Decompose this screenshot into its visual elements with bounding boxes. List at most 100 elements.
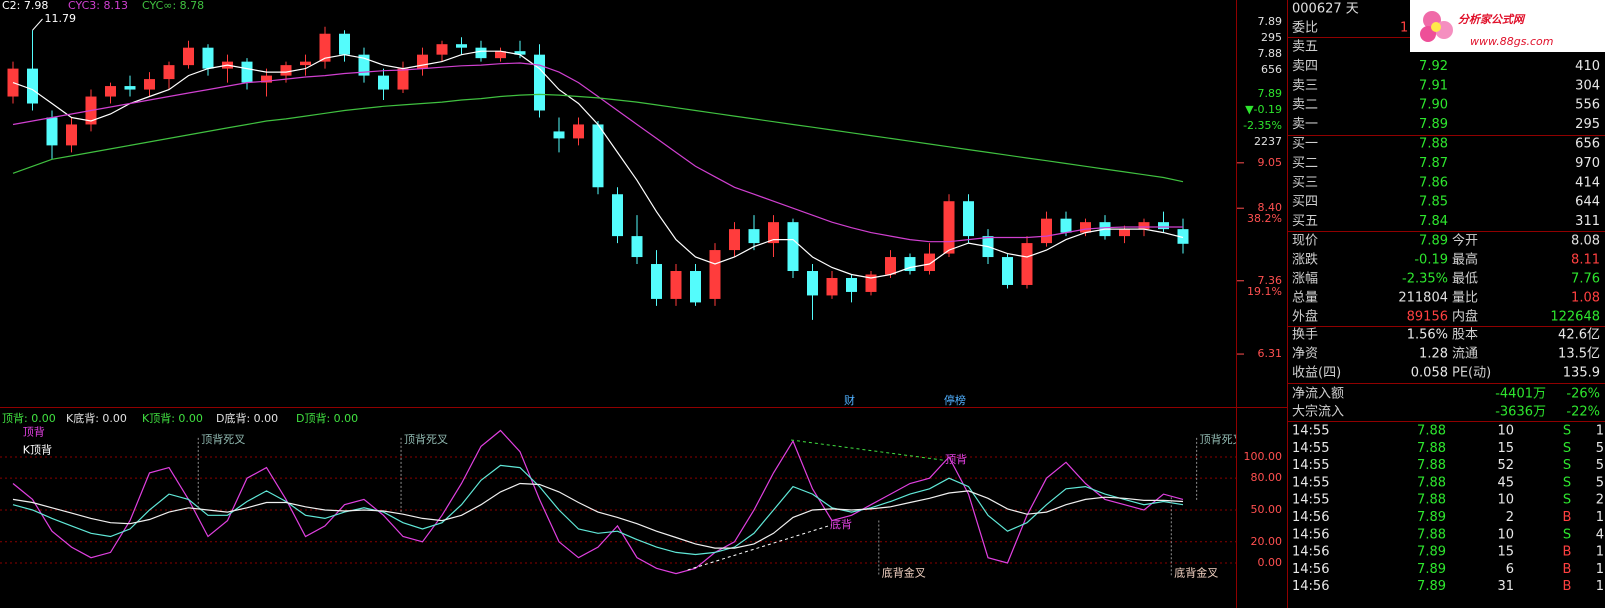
tick-side: B <box>1563 510 1572 525</box>
book-price: 7.88 <box>1419 137 1448 152</box>
book-price: 7.90 <box>1419 98 1448 113</box>
candle-body <box>1002 257 1013 285</box>
y-tick-label: 7.36 <box>1258 274 1283 287</box>
candle-body <box>846 277 857 292</box>
fund-label: 流通 <box>1452 347 1478 362</box>
flow-label: 净流入额 <box>1292 387 1344 402</box>
candle-body <box>339 33 350 55</box>
candle-body <box>1119 229 1130 237</box>
flow-value: -4401万 <box>1495 387 1546 402</box>
flow-label: 大宗流入 <box>1292 404 1344 420</box>
fund-value: 0.058 <box>1411 366 1448 381</box>
fund-label: 换手 <box>1292 328 1318 343</box>
signal-label: 底背金叉 <box>1174 566 1218 580</box>
indicator-line <box>12 50 1184 279</box>
book-price: 7.89 <box>1419 117 1448 132</box>
fund-label: 净资 <box>1292 347 1318 362</box>
candle-body <box>436 44 448 55</box>
book-label: 买四 <box>1292 195 1318 210</box>
mini-quote: ▼-0.19 <box>1245 103 1282 116</box>
tick-count: 4 <box>1596 527 1604 542</box>
book-price: 7.92 <box>1419 59 1448 74</box>
stat-value: 7.89 <box>1419 234 1448 249</box>
tick-volume: 31 <box>1497 579 1514 594</box>
tick-time: 14:55 <box>1292 441 1329 456</box>
candle-body <box>748 229 760 244</box>
book-volume: 644 <box>1575 195 1600 210</box>
indicator-legend: D底背: 0.00 <box>216 411 278 425</box>
stat-label: 量比 <box>1452 291 1478 306</box>
tick-time: 14:56 <box>1292 562 1329 577</box>
candle-body <box>280 65 292 76</box>
mini-quote: 656 <box>1261 63 1282 76</box>
candle-body <box>963 201 974 237</box>
divergence-label: 顶背 <box>23 425 45 439</box>
tick-side: B <box>1563 562 1572 577</box>
indicator-legend: 顶背: 0.00 <box>2 411 56 425</box>
y-tick-label: 100.00 <box>1244 450 1283 463</box>
candle-body <box>534 54 545 111</box>
indicator-legend: K底背: 0.00 <box>66 411 127 425</box>
flow-value: -3636万 <box>1495 405 1546 420</box>
book-volume: 311 <box>1575 214 1600 229</box>
candle-body <box>631 236 643 258</box>
y-tick-label: 80.00 <box>1251 471 1283 484</box>
stat-value: -2.35% <box>1402 272 1448 287</box>
fib-label: 38.2% <box>1247 212 1282 225</box>
candle-body <box>183 47 194 66</box>
commission-value: 1 <box>1400 21 1408 36</box>
tick-count: 5 <box>1596 475 1604 490</box>
flow-pct: -22% <box>1566 405 1600 420</box>
candle-body <box>27 68 38 104</box>
tick-price: 7.89 <box>1417 579 1446 594</box>
stat-value: 8.11 <box>1571 253 1600 268</box>
candle-body <box>1041 218 1052 244</box>
candle-body <box>768 222 779 244</box>
ma-legend: C2: 7.98 <box>2 0 48 12</box>
candle-body <box>1138 222 1150 230</box>
candle-body <box>514 51 526 55</box>
mini-quote: 7.89 <box>1258 15 1283 28</box>
fund-value: 42.6亿 <box>1558 328 1600 343</box>
candle-body <box>144 79 155 90</box>
mini-quote: -2.35% <box>1243 119 1282 132</box>
candle-body <box>729 229 740 251</box>
tick-count: 1 <box>1596 545 1604 560</box>
candle-body <box>163 65 175 80</box>
tick-count: 1 <box>1596 510 1604 525</box>
candle-body <box>1021 243 1033 285</box>
indicator-line <box>12 482 1184 549</box>
tick-count: 1 <box>1596 562 1604 577</box>
stat-value: 8.08 <box>1571 234 1600 249</box>
tick-side: S <box>1563 527 1571 542</box>
stat-value: 122648 <box>1550 310 1600 325</box>
tick-volume: 10 <box>1497 527 1514 542</box>
stat-label: 今开 <box>1452 233 1478 249</box>
book-price: 7.86 <box>1419 175 1448 190</box>
max-pointer <box>32 18 43 31</box>
signal-label: 顶背死叉 <box>1200 432 1244 446</box>
candle-body <box>1177 229 1189 244</box>
candle-body <box>105 86 116 97</box>
candle-body <box>417 54 428 69</box>
fund-value: 13.5亿 <box>1558 347 1600 362</box>
candle-body <box>1080 222 1091 233</box>
fund-label: 股本 <box>1452 328 1478 343</box>
candle-body <box>1158 222 1169 230</box>
candle-body <box>300 61 311 66</box>
tick-price: 7.89 <box>1417 545 1446 560</box>
mini-quote: 7.89 <box>1258 87 1283 100</box>
tick-volume: 10 <box>1497 493 1514 508</box>
stat-label: 现价 <box>1292 234 1318 249</box>
candle-body <box>1060 218 1072 233</box>
tick-side: B <box>1563 545 1572 560</box>
candle-body <box>7 68 19 97</box>
tick-price: 7.89 <box>1417 562 1446 577</box>
candle-body <box>319 33 331 62</box>
signal-label: 底背金叉 <box>882 566 926 580</box>
book-volume: 304 <box>1575 78 1600 93</box>
tick-price: 7.89 <box>1417 510 1446 525</box>
candle-body <box>651 264 662 299</box>
divergence-line <box>687 524 833 571</box>
